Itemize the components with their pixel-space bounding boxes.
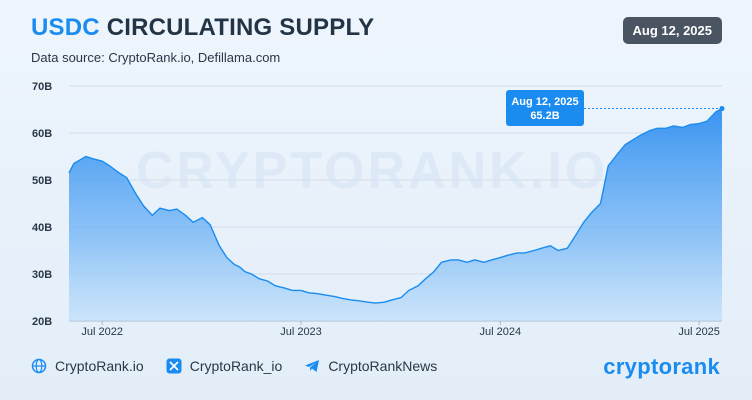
supply-line [68, 107, 723, 304]
date-badge: Aug 12, 2025 [622, 17, 722, 44]
x-tick-label: Jul 2025 [678, 326, 720, 338]
page-title: USDC CIRCULATING SUPPLY [31, 14, 374, 42]
tooltip-value: 65.2B [530, 110, 559, 122]
y-tick-label: 30B [32, 269, 52, 281]
footer-telegram-label: CryptoRankNews [328, 358, 438, 374]
y-tick-label: 50B [32, 175, 52, 187]
x-tick-label: Jul 2023 [280, 326, 322, 338]
x-twitter-icon [166, 358, 182, 374]
supply-area [69, 108, 722, 321]
data-point [719, 106, 725, 112]
x-tick-label: Jul 2024 [480, 326, 522, 338]
footer-telegram[interactable]: CryptoRankNews [304, 358, 437, 374]
footer-website[interactable]: CryptoRank.io [31, 358, 144, 374]
globe-icon [31, 358, 47, 374]
supply-chart: CRYPTORANK.IO 20B 30B 40B 50B 60B 70B Jul 2022… [32, 81, 725, 338]
x-tick-label: Jul 2022 [81, 326, 123, 338]
footer-twitter[interactable]: CryptoRank_io [166, 358, 283, 374]
y-tick-label: 20B [32, 316, 52, 328]
footer: CryptoRank.io CryptoRank_io CryptoRankNe… [31, 358, 459, 374]
tooltip-box [506, 90, 584, 126]
y-tick-label: 70B [32, 81, 52, 93]
footer-twitter-label: CryptoRank_io [189, 358, 283, 374]
title-brand: USDC [31, 14, 100, 41]
data-source: Data source: CryptoRank.io, Defillama.co… [31, 50, 281, 65]
tooltip-date: Aug 12, 2025 [511, 96, 578, 108]
telegram-icon [305, 360, 320, 372]
y-tick-label: 40B [32, 222, 52, 234]
title-rest: CIRCULATING SUPPLY [106, 14, 375, 41]
watermark: CRYPTORANK.IO [136, 142, 608, 200]
cryptorank-logo: cryptorank [603, 354, 720, 379]
footer-website-label: CryptoRank.io [55, 358, 144, 374]
y-tick-label: 60B [32, 128, 52, 140]
